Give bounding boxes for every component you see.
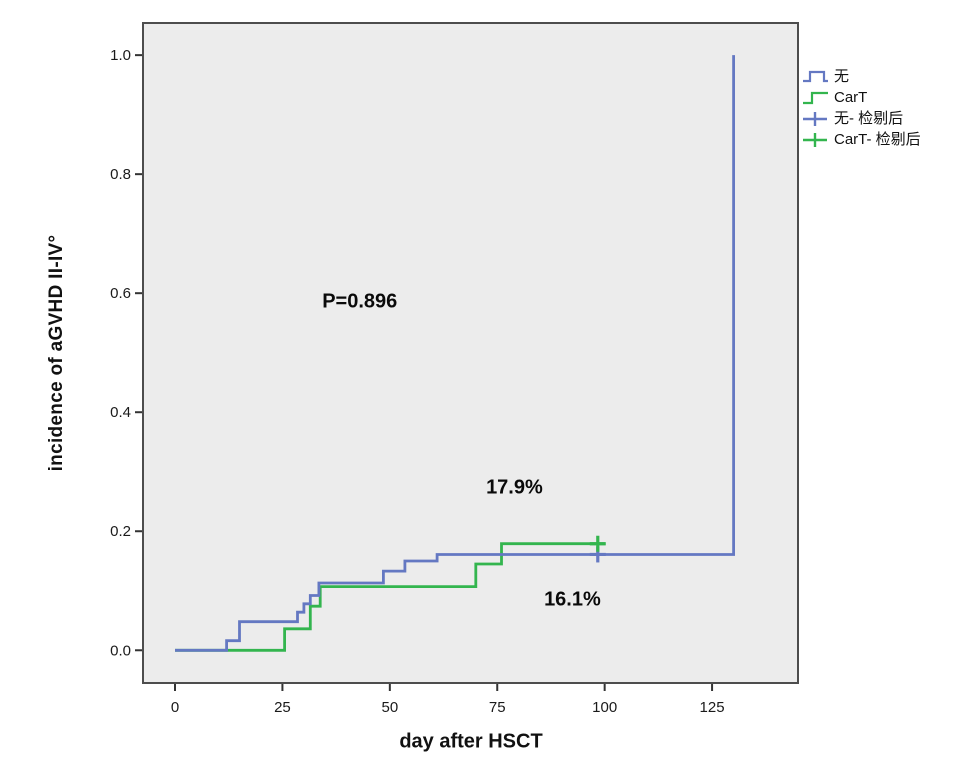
km-curve: [175, 55, 735, 652]
x-tick-label: 50: [381, 699, 398, 716]
p-value-annotation: P=0.896: [322, 290, 398, 313]
legend-label: 无- 检剔后: [834, 110, 904, 127]
legend-item-cart: CarT: [801, 87, 921, 108]
legend-label: CarT- 检剔后: [834, 131, 921, 148]
legend: 无 CarT 无- 检剔后 CarT- 检剔后: [801, 66, 921, 150]
y-tick-label: 0.6: [110, 285, 131, 302]
y-tick-label: 0.8: [110, 166, 131, 183]
y-tick-label: 0.0: [110, 642, 131, 659]
legend-label: CarT: [834, 89, 868, 106]
cart-incidence-annotation: 17.9%: [486, 476, 543, 499]
x-tick-label: 75: [489, 699, 506, 716]
y-axis-title: incidence of aGVHD II-IV°: [46, 234, 67, 472]
plot-border: [142, 22, 799, 684]
legend-item-none: 无: [801, 66, 921, 87]
legend-item-none-censored: 无- 检剔后: [801, 108, 921, 129]
legend-label: 无: [834, 68, 850, 85]
y-tick-label: 0.2: [110, 523, 131, 540]
axis-ticks-layer: [135, 54, 714, 691]
x-tick-label: 0: [171, 699, 179, 716]
none-incidence-annotation: 16.1%: [544, 588, 601, 611]
x-tick-label: 100: [592, 699, 617, 716]
legend-item-cart-censored: CarT- 检剔后: [801, 129, 921, 150]
plot-area: [143, 23, 798, 683]
axis-tick-labels-layer: 0 25 50 75 100 125 0.0 0.2 0.4 0.6 0.8 1.0: [110, 47, 724, 716]
censor-plus-icon: [803, 132, 827, 147]
x-tick-label: 125: [700, 699, 725, 716]
x-tick-label: 25: [274, 699, 291, 716]
censor-plus-icon: [803, 111, 827, 126]
km-step-curve-icon: [803, 70, 828, 82]
y-tick-label: 0.4: [110, 404, 131, 421]
x-axis-title: day after HSCT: [399, 730, 543, 753]
censor-marks-layer: [589, 535, 606, 563]
curves-layer: [175, 55, 735, 652]
km-step-curve-icon: [803, 91, 828, 104]
y-tick-label: 1.0: [110, 47, 131, 64]
